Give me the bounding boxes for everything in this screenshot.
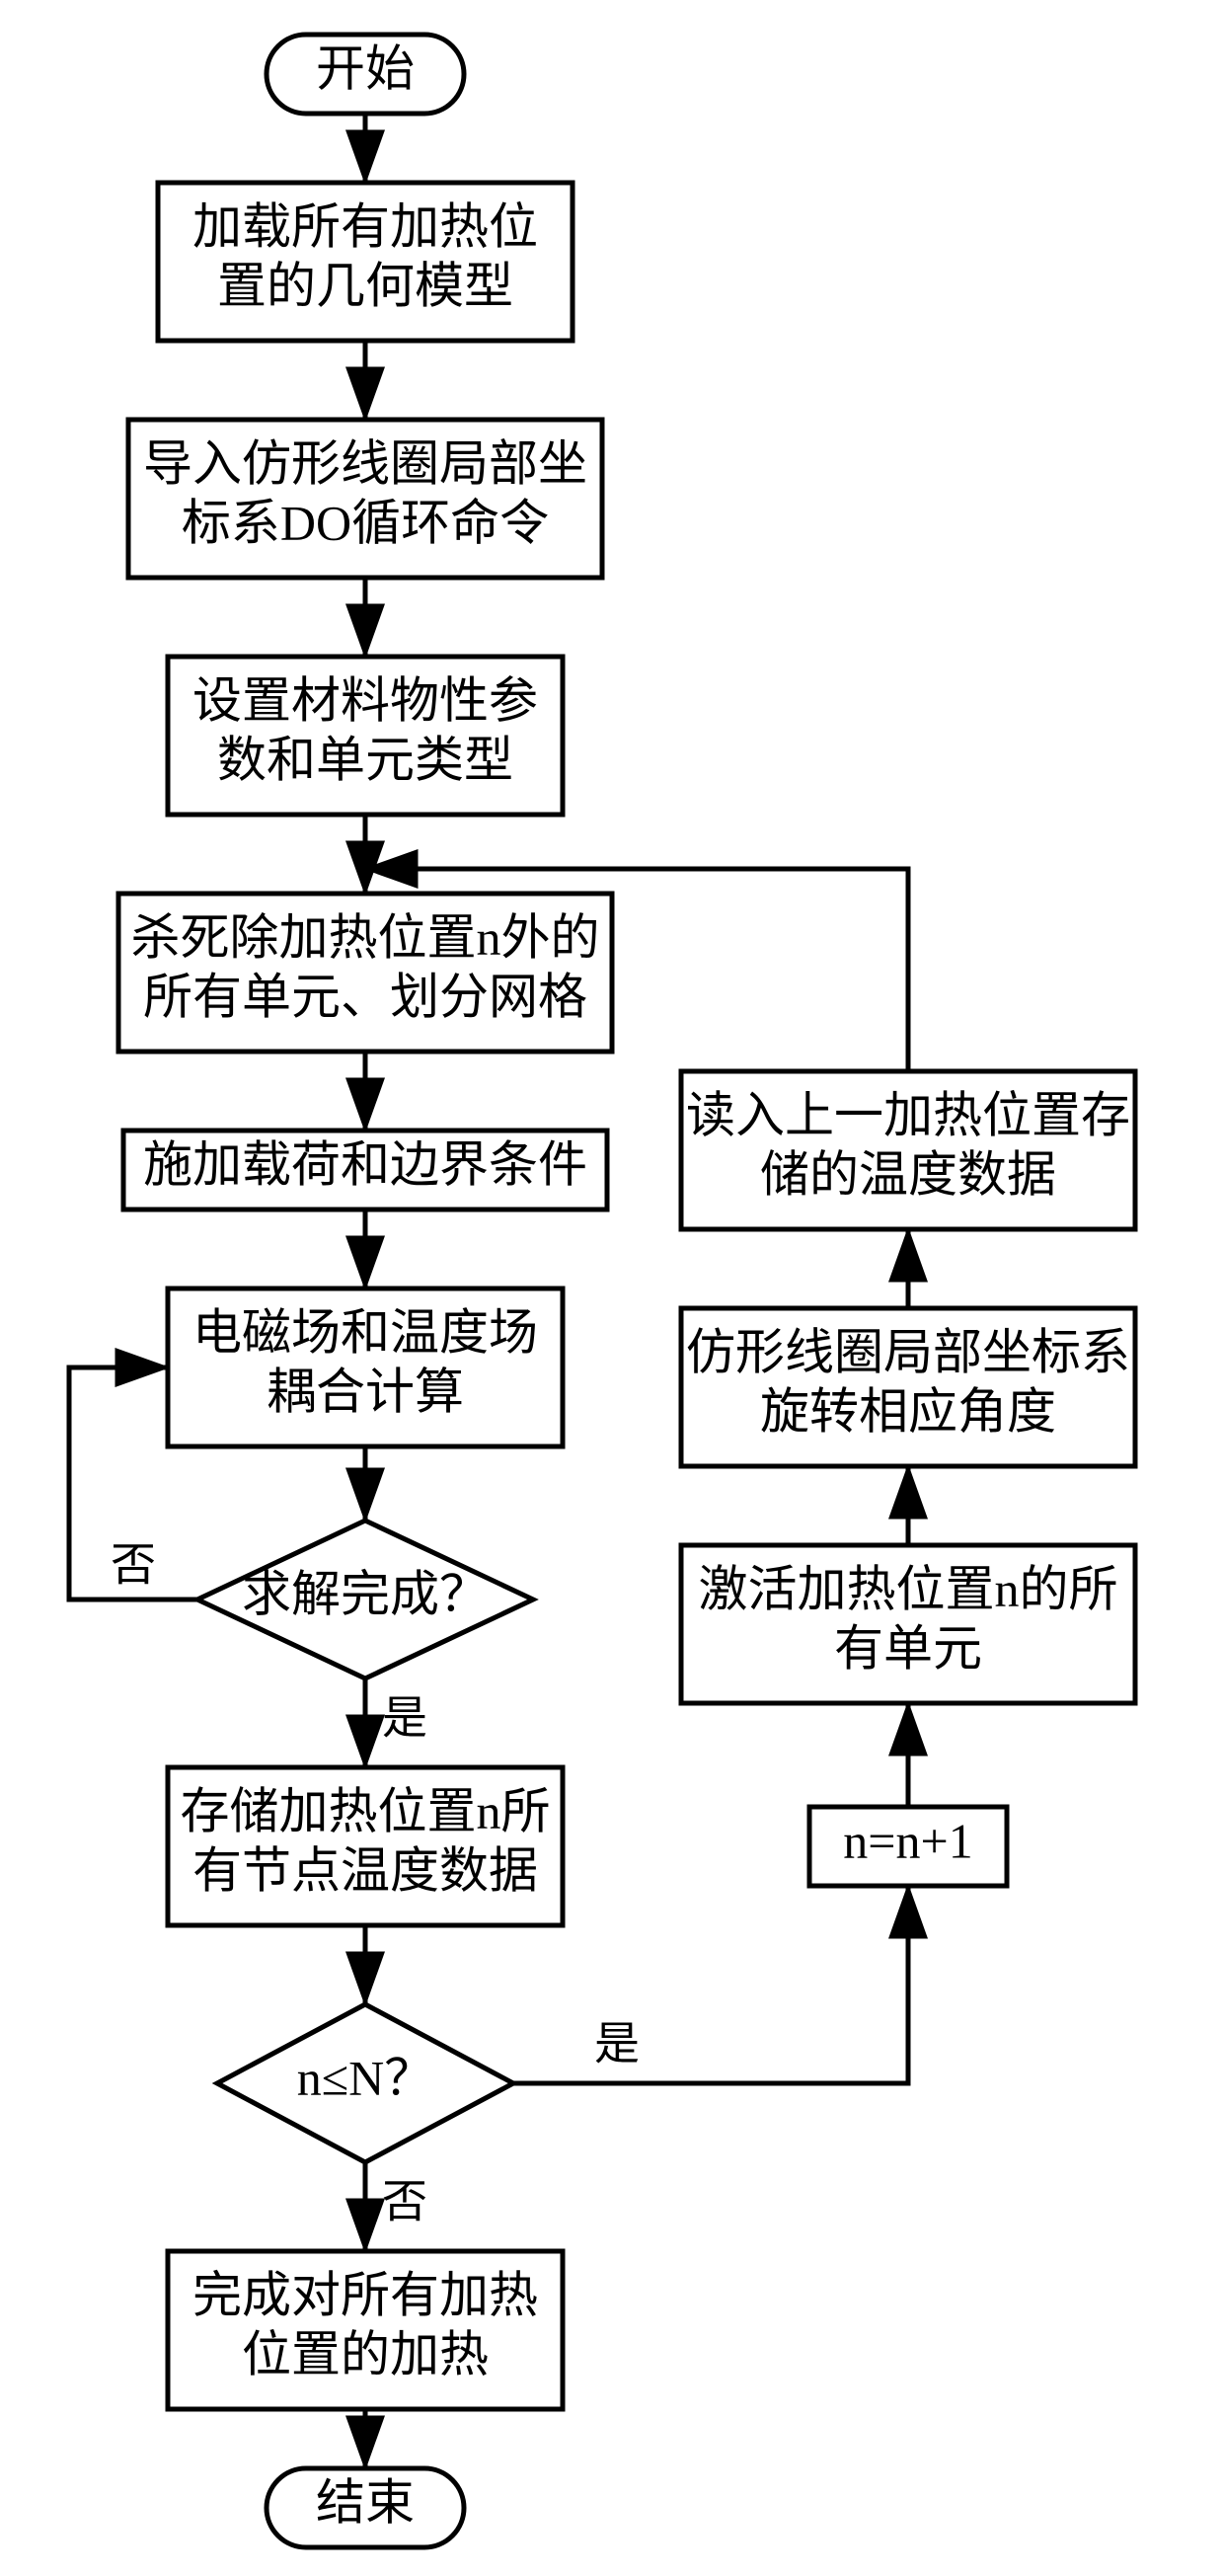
node-label: n=n+1 (843, 1813, 972, 1868)
edge-label: 否 (382, 2177, 427, 2227)
node-label: 数和单元类型 (217, 732, 513, 787)
node-label: 位置的加热 (242, 2326, 489, 2381)
node-label: 所有单元、划分网格 (143, 969, 587, 1024)
node-label: 开始 (316, 40, 415, 96)
edge (513, 1886, 908, 2083)
node-label: 完成对所有加热 (192, 2267, 538, 2322)
flowchart-canvas: 是否否是开始加载所有加热位置的几何模型导入仿形线圈局部坐标系DO循环命令设置材料… (0, 0, 1224, 2576)
node-label: 激活加热位置n的所 (699, 1561, 1118, 1616)
node-p5: 施加载荷和边界条件 (123, 1131, 607, 1210)
edge-label: 是 (594, 2019, 640, 2069)
node-label: 标系DO循环命令 (182, 495, 549, 550)
node-p6: 电磁场和温度场耦合计算 (168, 1288, 563, 1446)
node-start: 开始 (267, 35, 464, 114)
node-label: 存储加热位置n所 (181, 1783, 551, 1838)
node-r3: 读入上一加热位置存储的温度数据 (681, 1071, 1135, 1229)
node-r2: 仿形线圈局部坐标系旋转相应角度 (681, 1308, 1135, 1466)
node-label: 储的温度数据 (760, 1146, 1056, 1202)
node-label: 设置材料物性参 (192, 672, 538, 728)
node-label: 有单元 (834, 1620, 982, 1676)
node-end: 结束 (267, 2468, 464, 2547)
node-label: 旋转相应角度 (760, 1383, 1056, 1439)
node-label: n≤N？ (297, 2050, 434, 2105)
node-p1: 加载所有加热位置的几何模型 (158, 183, 573, 341)
node-label: 读入上一加热位置存 (686, 1087, 1130, 1142)
node-p8: 完成对所有加热位置的加热 (168, 2251, 563, 2409)
node-label: 仿形线圈局部坐标系 (686, 1324, 1130, 1379)
edge-label: 否 (111, 1540, 156, 1591)
node-r1: 激活加热位置n的所有单元 (681, 1545, 1135, 1703)
node-label: 耦合计算 (267, 1364, 464, 1419)
node-d1: 求解完成？ (197, 1521, 533, 1678)
node-label: 施加载荷和边界条件 (143, 1136, 587, 1192)
node-inc: n=n+1 (809, 1807, 1007, 1886)
node-p2: 导入仿形线圈局部坐标系DO循环命令 (128, 420, 602, 578)
node-label: 电磁场和温度场 (192, 1304, 538, 1360)
node-p3: 设置材料物性参数和单元类型 (168, 657, 563, 815)
node-p4: 杀死除加热位置n外的所有单元、划分网格 (118, 894, 612, 1052)
node-p7: 存储加热位置n所有节点温度数据 (168, 1767, 563, 1925)
node-d2: n≤N？ (217, 2004, 513, 2162)
node-label: 求解完成？ (242, 1566, 489, 1621)
node-label: 导入仿形线圈局部坐 (143, 435, 587, 491)
node-label: 结束 (316, 2474, 415, 2530)
edge-label: 是 (382, 1693, 427, 1744)
node-label: 置的几何模型 (217, 258, 513, 313)
node-label: 杀死除加热位置n外的 (131, 909, 600, 965)
node-label: 有节点温度数据 (192, 1842, 538, 1898)
node-label: 加载所有加热位 (192, 198, 538, 254)
